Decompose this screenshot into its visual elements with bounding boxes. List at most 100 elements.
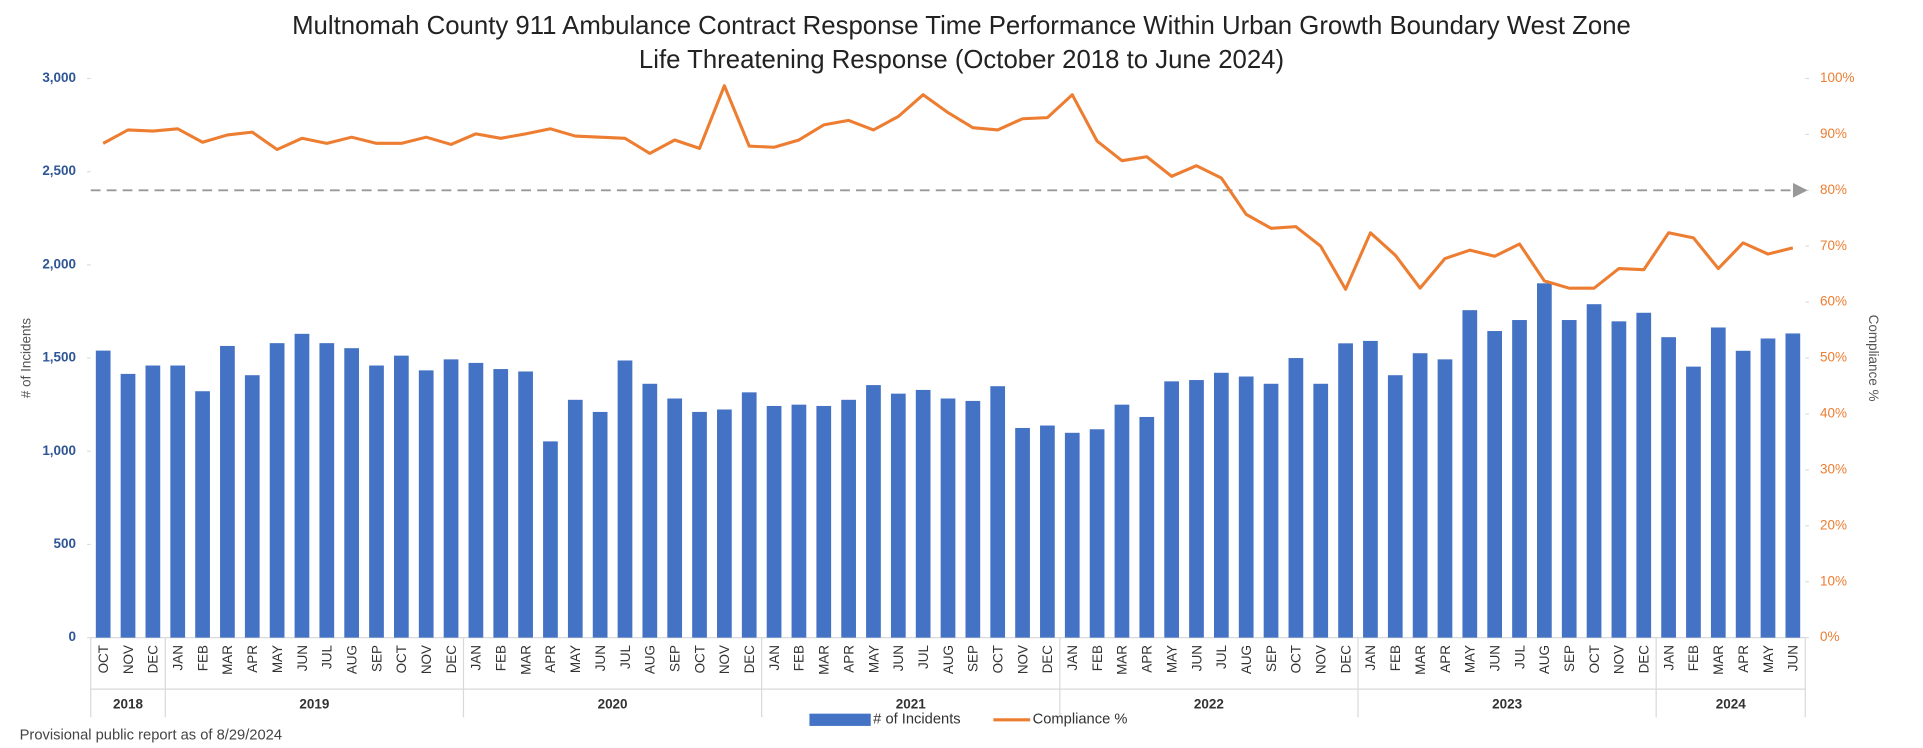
bar	[1586, 304, 1602, 638]
x-group-label: 2024	[1716, 697, 1746, 712]
bar	[418, 370, 434, 638]
y-tick-label: 2,000	[42, 256, 76, 271]
bar	[741, 392, 757, 638]
x-tick-label: MAR	[817, 645, 832, 675]
bar	[344, 348, 360, 638]
x-group-label: 2023	[1492, 697, 1522, 712]
x-tick-label: DEC	[1637, 645, 1652, 674]
bar	[841, 399, 856, 638]
bar	[965, 400, 981, 638]
x-tick-label: AUG	[643, 645, 658, 674]
x-tick-label: NOV	[717, 645, 732, 674]
x-tick-label: MAY	[270, 645, 285, 673]
x-tick-label: APR	[543, 645, 558, 673]
bar	[1710, 327, 1726, 638]
y-axis-title: # of Incidents	[19, 318, 34, 398]
bar	[1760, 338, 1776, 638]
bar	[1487, 331, 1503, 638]
x-tick-label: APR	[245, 645, 260, 673]
x-tick-label: OCT	[990, 645, 1005, 673]
y-tick-label: 2,500	[42, 163, 76, 178]
x-group-label: 2018	[113, 697, 143, 712]
x-tick-label: JUN	[1487, 645, 1502, 671]
line	[102, 84, 1794, 291]
x-tick-label: MAR	[1711, 645, 1726, 675]
x-tick-label: NOV	[1314, 645, 1329, 674]
x-tick-label: OCT	[1587, 645, 1602, 673]
bar	[915, 389, 931, 638]
x-tick-label: MAY	[1761, 645, 1776, 673]
bar	[319, 343, 335, 638]
y2-tick-label: 50%	[1820, 350, 1847, 365]
x-tick-label: FEB	[195, 645, 210, 671]
bar	[1437, 359, 1453, 638]
x-tick-label: NOV	[121, 645, 136, 674]
footnote: Provisional public report as of 8/29/202…	[20, 728, 282, 744]
x-tick-label: MAY	[1164, 645, 1179, 673]
x-tick-label: APR	[1140, 645, 1155, 673]
bar	[493, 369, 509, 638]
bar	[120, 373, 136, 638]
bar	[220, 345, 235, 638]
x-tick-label: JUL	[916, 644, 931, 668]
y2-tick-label: 70%	[1820, 238, 1847, 253]
bar	[468, 362, 484, 638]
x-tick-label: OCT	[1289, 645, 1304, 673]
y2-tick-label: 90%	[1820, 126, 1847, 141]
y-tick-label: 0	[69, 629, 77, 644]
x-tick-label: APR	[1438, 645, 1453, 673]
x-group-label: 2022	[1194, 697, 1224, 712]
y-tick-label: 1,000	[42, 443, 76, 458]
x-tick-label: JAN	[469, 645, 484, 670]
bar	[1213, 372, 1229, 638]
x-tick-label: MAY	[568, 645, 583, 673]
bar	[1238, 376, 1254, 638]
x-tick-label: JUL	[1512, 644, 1527, 668]
bar	[1263, 383, 1279, 638]
bar	[1412, 353, 1428, 638]
x-group-label: 2021	[896, 697, 926, 712]
bar	[692, 411, 707, 638]
y2-tick-label: 0%	[1820, 629, 1839, 644]
x-tick-label: MAR	[220, 645, 235, 675]
bar	[269, 343, 285, 638]
y2-tick-label: 30%	[1820, 461, 1847, 476]
x-tick-label: NOV	[419, 645, 434, 674]
x-tick-label: JUL	[618, 644, 633, 668]
y-tick-label: 500	[54, 536, 76, 551]
x-tick-label: SEP	[369, 645, 384, 672]
bar	[816, 405, 832, 638]
bar	[1040, 425, 1055, 638]
x-tick-label: SEP	[966, 645, 981, 672]
y2-tick-label: 20%	[1820, 517, 1847, 532]
x-tick-label: DEC	[742, 645, 757, 674]
x-tick-label: FEB	[792, 645, 807, 671]
bar	[766, 405, 782, 638]
x-tick-label: MAR	[1115, 645, 1130, 675]
x-group-label: 2020	[598, 697, 628, 712]
x-tick-label: JUN	[593, 645, 608, 671]
bar	[667, 398, 683, 638]
bar	[866, 385, 881, 638]
legend-label: Compliance %	[1033, 712, 1128, 728]
x-tick-label: APR	[1736, 645, 1751, 673]
bar	[1015, 427, 1030, 638]
legend-swatch	[809, 713, 871, 726]
x-tick-label: DEC	[146, 645, 161, 674]
x-tick-label: AUG	[1239, 645, 1254, 674]
bar	[990, 386, 1006, 638]
y2-axis-title: Compliance %	[1866, 315, 1881, 402]
x-tick-label: SEP	[1264, 645, 1279, 672]
x-tick-label: JUN	[891, 645, 906, 671]
x-tick-label: JAN	[1065, 645, 1080, 670]
bar	[1139, 416, 1155, 638]
bar	[1462, 310, 1478, 638]
x-tick-label: JAN	[767, 645, 782, 670]
x-tick-label: APR	[841, 645, 856, 673]
bar	[592, 411, 608, 638]
y-tick-label: 3,000	[42, 70, 76, 85]
x-group-label: 2019	[299, 697, 329, 712]
x-tick-label: FEB	[1686, 645, 1701, 671]
bar	[443, 359, 459, 638]
x-tick-label: JUL	[320, 644, 335, 668]
